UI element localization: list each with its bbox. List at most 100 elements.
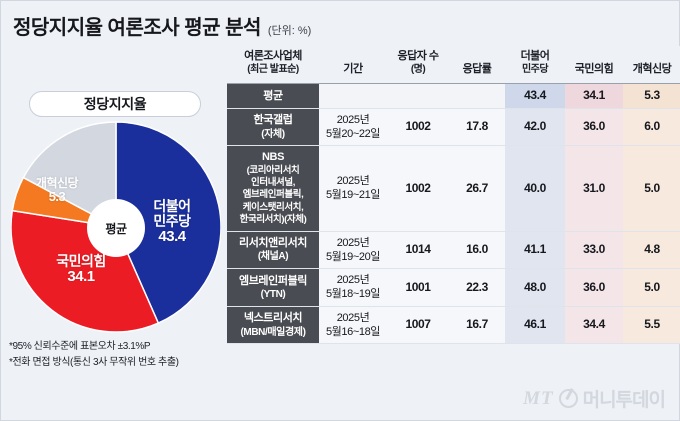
donut-panel: 정당지지율 더불어 민주당 43.4 국민의힘 34.1 개혁신당 5.3 평균… — [1, 39, 227, 421]
cell-respondents — [387, 83, 449, 109]
footnote-2: *전화 면접 방식(통신 3사 무작위 번호 추출) — [9, 356, 179, 368]
cell-party3: 5.0 — [623, 145, 680, 232]
donut-slice-4 — [22, 121, 117, 229]
period-dates: 5월19~21일 — [325, 189, 381, 202]
page-title: 정당지지율 여론조사 평균 분석 — [13, 17, 261, 39]
cell-party1: 43.4 — [505, 83, 565, 109]
cell-period: 2025년 5월19~20일 — [319, 231, 387, 270]
watermark-logo: MT 머니투데이 — [523, 385, 666, 412]
cell-organization: 넥스트리서치 (MBN/매일경제) — [227, 306, 319, 345]
header-party1-l1: 더불어 — [520, 50, 550, 62]
period-year: 2025년 — [336, 274, 370, 287]
cell-respondents: 1001 — [387, 268, 449, 307]
title-bar: 정당지지율 여론조사 평균 분석 (단위: %) — [13, 11, 311, 40]
cell-party3: 4.8 — [623, 231, 680, 270]
org-sub: (YTN) — [260, 289, 286, 301]
header-respondents: 응답자 수 (명) — [387, 46, 449, 85]
cell-party1: 48.0 — [505, 268, 565, 307]
period-dates: 5월20~22일 — [325, 128, 381, 141]
cell-party3: 5.5 — [623, 306, 680, 345]
cell-response-rate: 26.7 — [449, 145, 505, 232]
period-year: 2025년 — [336, 311, 370, 324]
table-row: 엠브레인퍼블릭 (YTN) 2025년 5월18~19일 1001 22.3 48.0 36.… — [227, 268, 680, 307]
org-main: 엠브레인퍼블릭 — [238, 274, 308, 287]
slice-label-party2-l1: 국민의힘 — [56, 253, 106, 269]
org-main: 한국갤럽 — [253, 114, 293, 127]
cell-organization: 한국갤럽 (자체) — [227, 108, 319, 147]
cell-period: 2025년 5월18~19일 — [319, 268, 387, 307]
header-party2: 국민의힘 — [565, 46, 623, 85]
cell-respondents: 1002 — [387, 108, 449, 147]
poll-table: 여론조사업체 (최근 발표순) 기간 응답자 수 (명) 응답률 더불어 민주당… — [227, 46, 680, 345]
header-organization-main: 여론조사업체 — [244, 50, 302, 62]
donut-svg — [11, 121, 221, 333]
cell-party3: 5.0 — [623, 268, 680, 307]
header-party1: 더불어 민주당 — [505, 46, 565, 85]
slice-label-party3-l1: 개혁신당 — [35, 176, 79, 190]
header-party1-l2: 민주당 — [521, 63, 549, 75]
cell-period: 2025년 5월19~21일 — [319, 145, 387, 232]
cell-response-rate — [449, 83, 505, 109]
cell-respondents: 1002 — [387, 145, 449, 232]
donut-chart: 더불어 민주당 43.4 국민의힘 34.1 개혁신당 5.3 평균 — [11, 121, 221, 333]
table-row: NBS (코리아리서치 인터내셔널, 엠브레인퍼블릭, 케이스탯리서치, 한국리서치)(자… — [227, 145, 680, 232]
cell-response-rate: 17.8 — [449, 108, 505, 147]
slice-value-party1: 43.4 — [158, 228, 186, 246]
cell-party1: 46.1 — [505, 306, 565, 345]
watermark-brand-name: 머니투데이 — [582, 390, 666, 411]
cell-party2: 31.0 — [565, 145, 623, 232]
table-row: 넥스트리서치 (MBN/매일경제) 2025년 5월16~18일 1007 16.7 46.… — [227, 306, 680, 345]
period-dates: 5월19~20일 — [325, 250, 381, 263]
table-row: 한국갤럽 (자체) 2025년 5월20~22일 1002 17.8 42.0 36.0 6.0 — [227, 108, 680, 147]
org-list: (코리아리서치 인터내셔널, 엠브레인퍼블릭, 케이스탯리서치, 한국리서치)(자체) — [239, 164, 307, 226]
footnote-1: *95% 신뢰수준에 표본오차 ±3.1%P — [9, 341, 151, 352]
table-header-row: 여론조사업체 (최근 발표순) 기간 응답자 수 (명) 응답률 더불어 민주당… — [227, 46, 680, 85]
slice-label-party1-l1: 더불어 — [153, 198, 191, 214]
cell-period: 2025년 5월16~18일 — [319, 306, 387, 345]
cell-party2: 36.0 — [565, 268, 623, 307]
watermark-mt-text: MT — [523, 387, 554, 409]
donut-center-label: 평균 — [87, 199, 145, 257]
header-organization-sub: (최근 발표순) — [247, 63, 299, 75]
period-dates: 5월16~18일 — [325, 325, 381, 338]
donut-slice-1 — [115, 121, 221, 325]
cell-organization: 평균 — [227, 83, 319, 109]
cell-respondents: 1014 — [387, 231, 449, 270]
slice-label-party1-l2: 민주당 — [153, 213, 191, 230]
slice-label-party2: 국민의힘 34.1 — [39, 253, 123, 286]
header-respondents-main: 응답자 수 — [397, 50, 439, 62]
period-dates: 5월18~19일 — [325, 288, 381, 301]
table-row: 평균 43.4 34.1 5.3 — [227, 83, 680, 109]
period-year: 2025년 — [336, 113, 370, 126]
org-sub: (자체) — [261, 128, 285, 140]
org-sub: (채널A) — [257, 251, 289, 263]
cell-period — [319, 83, 387, 109]
cell-party3: 6.0 — [623, 108, 680, 147]
period-year: 2025년 — [336, 175, 370, 188]
cell-organization: 리서치앤리서치 (채널A) — [227, 231, 319, 270]
org-main: NBS — [261, 151, 285, 164]
cell-party2: 33.0 — [565, 231, 623, 270]
cell-organization: NBS (코리아리서치 인터내셔널, 엠브레인퍼블릭, 케이스탯리서치, 한국리서치)(자… — [227, 145, 319, 232]
period-year: 2025년 — [336, 236, 370, 249]
watermark-circle-icon — [558, 389, 578, 408]
slice-value-party3: 5.3 — [48, 188, 66, 204]
slice-label-party3: 개혁신당 5.3 — [19, 177, 95, 204]
cell-organization: 엠브레인퍼블릭 (YTN) — [227, 268, 319, 307]
cell-party2: 34.1 — [565, 83, 623, 109]
cell-response-rate: 16.7 — [449, 306, 505, 345]
table-row: 리서치앤리서치 (채널A) 2025년 5월19~20일 1014 16.0 41.1 33.… — [227, 231, 680, 270]
header-organization: 여론조사업체 (최근 발표순) — [227, 46, 319, 85]
org-main: 넥스트리서치 — [243, 312, 303, 325]
cell-party3: 5.3 — [623, 83, 680, 109]
cell-party1: 42.0 — [505, 108, 565, 147]
cell-party1: 41.1 — [505, 231, 565, 270]
header-party3: 개혁신당 — [623, 46, 680, 85]
table-body: 평균 43.4 34.1 5.3 한국갤럽 (자체) 2025년 5월20~22일 1002 17… — [227, 83, 680, 345]
header-response-rate: 응답률 — [449, 46, 505, 85]
slice-label-party1: 더불어 민주당 43.4 — [131, 198, 213, 246]
slice-value-party2: 34.1 — [67, 268, 95, 286]
cell-party2: 36.0 — [565, 108, 623, 147]
donut-pill-label: 정당지지율 — [29, 91, 201, 117]
